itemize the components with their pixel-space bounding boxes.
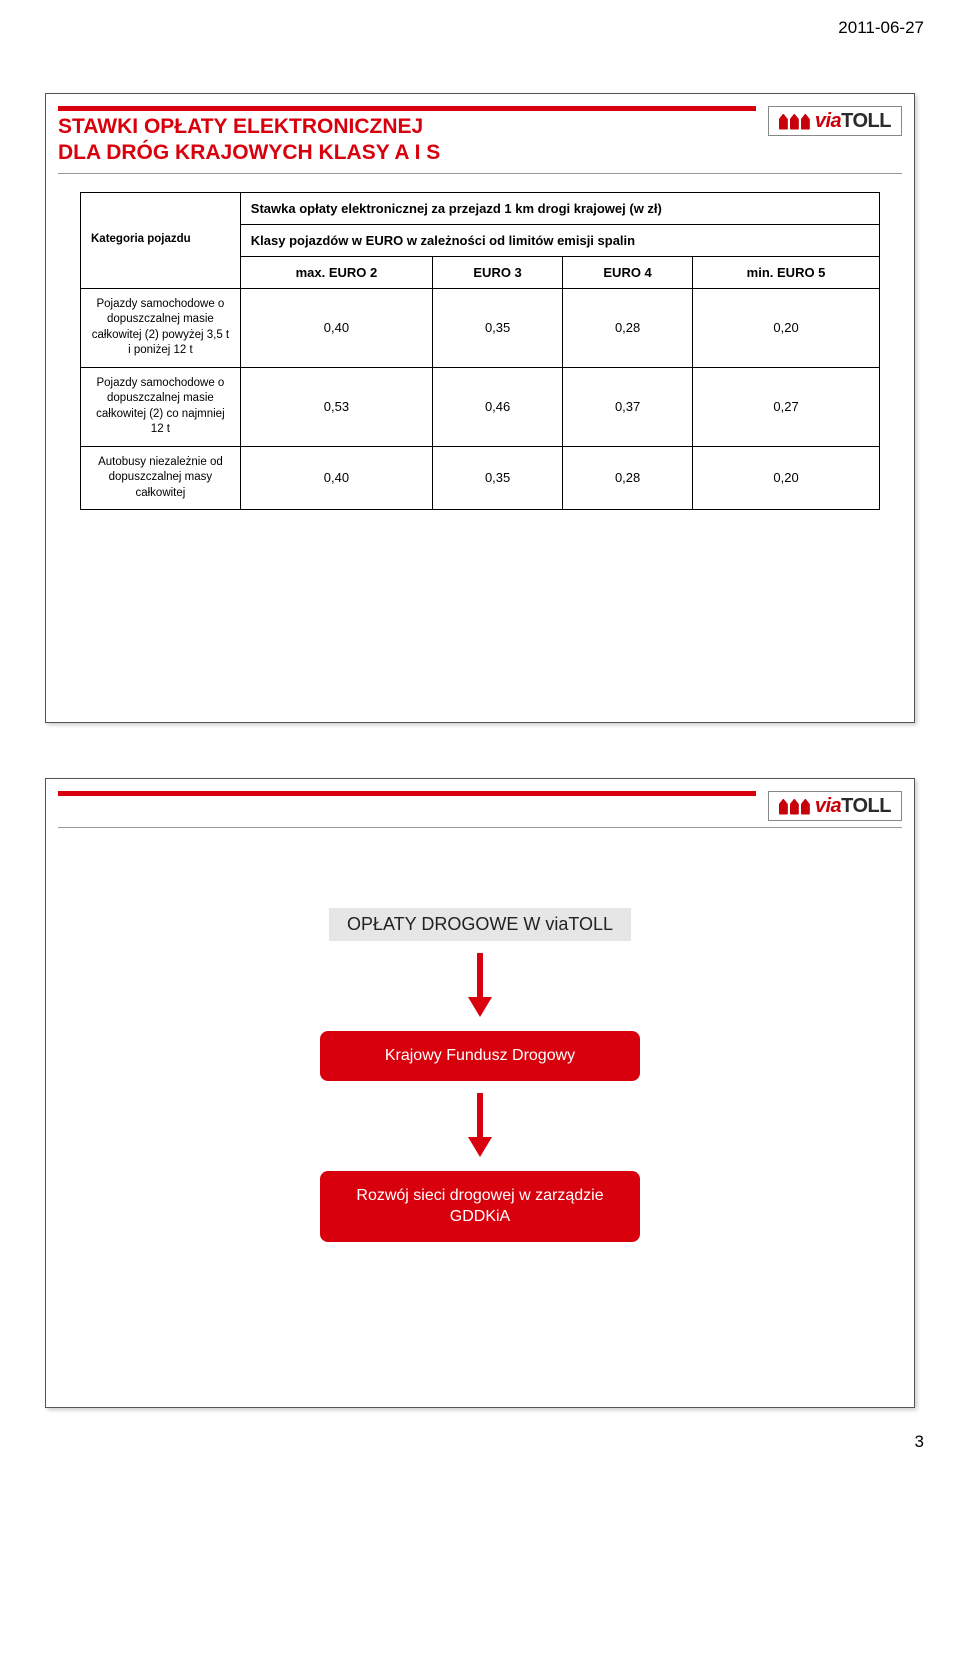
cell: 0,40 xyxy=(240,288,432,367)
logo-shapes-icon xyxy=(779,114,810,130)
slide-header: viaTOLL xyxy=(58,789,902,828)
slide-flow: viaTOLL OPŁATY DROGOWE W viaTOLL Krajowy… xyxy=(45,778,915,1408)
cell: 0,27 xyxy=(693,367,880,446)
logo-toll: TOLL xyxy=(841,795,891,817)
box2-line2: GDDKiA xyxy=(450,1208,510,1225)
row-label-0: Pojazdy samochodowe o dopuszczalnej masi… xyxy=(81,288,241,367)
arrow-down-icon xyxy=(466,953,494,1017)
th-class: Klasy pojazdów w EURO w zależności od li… xyxy=(240,224,879,256)
title-line1: STAWKI OPŁATY ELEKTRONICZNEJ xyxy=(58,115,423,138)
arrow-down-icon xyxy=(466,1093,494,1157)
rate-table: Kategoria pojazdu Stawka opłaty elektron… xyxy=(80,192,880,511)
cell: 0,46 xyxy=(433,367,563,446)
title-line2: DLA DRÓG KRAJOWYCH KLASY A I S xyxy=(58,141,440,164)
logo-toll: TOLL xyxy=(841,110,891,132)
table-row: Autobusy niezależnie od dopuszczalnej ma… xyxy=(81,446,880,510)
cell: 0,20 xyxy=(693,446,880,510)
slide-rates: STAWKI OPŁATY ELEKTRONICZNEJ DLA DRÓG KR… xyxy=(45,93,915,723)
viatoll-logo: viaTOLL xyxy=(768,106,902,136)
cell: 0,35 xyxy=(433,288,563,367)
flow-title: OPŁATY DROGOWE W viaTOLL xyxy=(329,908,631,941)
red-bar xyxy=(58,791,756,796)
th-euro-1: EURO 3 xyxy=(433,256,563,288)
cell: 0,53 xyxy=(240,367,432,446)
cell: 0,28 xyxy=(563,288,693,367)
logo-via: via xyxy=(815,795,841,817)
cell: 0,37 xyxy=(563,367,693,446)
flow-box-fund: Krajowy Fundusz Drogowy xyxy=(320,1031,640,1081)
flow-box-network: Rozwój sieci drogowej w zarządzie GDDKiA xyxy=(320,1171,640,1242)
logo-shapes-icon xyxy=(779,799,810,815)
logo-via: via xyxy=(815,110,841,132)
cell: 0,20 xyxy=(693,288,880,367)
logo-text: viaTOLL xyxy=(815,795,891,818)
logo-text: viaTOLL xyxy=(815,110,891,133)
th-euro-0: max. EURO 2 xyxy=(240,256,432,288)
cell: 0,40 xyxy=(240,446,432,510)
th-category: Kategoria pojazdu xyxy=(81,192,241,288)
slide-body: Kategoria pojazdu Stawka opłaty elektron… xyxy=(58,174,902,511)
th-super: Stawka opłaty elektronicznej za przejazd… xyxy=(240,192,879,224)
table-row: Pojazdy samochodowe o dopuszczalnej masi… xyxy=(81,367,880,446)
table-row: Pojazdy samochodowe o dopuszczalnej masi… xyxy=(81,288,880,367)
page-number: 3 xyxy=(0,1408,960,1472)
flow-diagram: OPŁATY DROGOWE W viaTOLL Krajowy Fundusz… xyxy=(58,828,902,1242)
page-date: 2011-06-27 xyxy=(0,0,960,38)
th-euro-3: min. EURO 5 xyxy=(693,256,880,288)
cell: 0,28 xyxy=(563,446,693,510)
th-euro-2: EURO 4 xyxy=(563,256,693,288)
row-label-1: Pojazdy samochodowe o dopuszczalnej masi… xyxy=(81,367,241,446)
slide-title: STAWKI OPŁATY ELEKTRONICZNEJ DLA DRÓG KR… xyxy=(58,114,756,167)
title-block: STAWKI OPŁATY ELEKTRONICZNEJ DLA DRÓG KR… xyxy=(58,104,756,167)
box2-line1: Rozwój sieci drogowej w zarządzie xyxy=(356,1187,603,1204)
logo-inner: viaTOLL xyxy=(768,791,902,821)
row-label-2: Autobusy niezależnie od dopuszczalnej ma… xyxy=(81,446,241,510)
viatoll-logo: viaTOLL xyxy=(768,791,902,821)
slide-header: STAWKI OPŁATY ELEKTRONICZNEJ DLA DRÓG KR… xyxy=(58,104,902,174)
cell: 0,35 xyxy=(433,446,563,510)
title-block xyxy=(58,789,756,799)
red-bar xyxy=(58,106,756,111)
logo-inner: viaTOLL xyxy=(768,106,902,136)
